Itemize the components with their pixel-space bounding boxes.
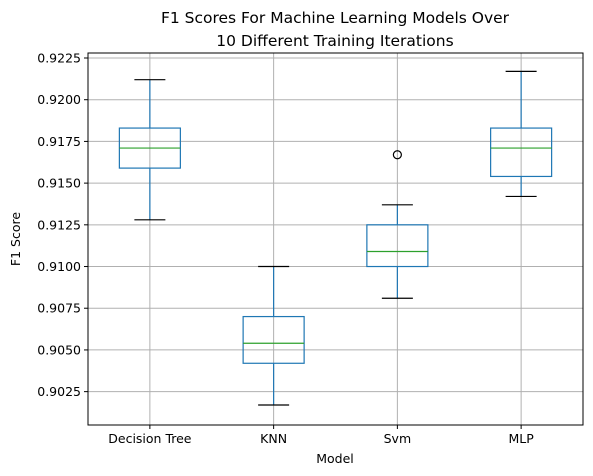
grid [88, 53, 583, 425]
box-svm [366, 150, 429, 299]
y-tick-label: 0.9075 [37, 301, 81, 316]
x-axis-ticks: Decision Tree KNN Svm MLP [108, 425, 534, 446]
plot-frame [87, 52, 584, 426]
y-tick-label: 0.9225 [37, 51, 81, 66]
chart-title-line2: 10 Different Training Iterations [216, 32, 453, 50]
x-tick-label: Svm [384, 431, 412, 446]
box-iqr [490, 127, 553, 178]
x-axis-label: Model [316, 451, 354, 466]
box-iqr [242, 315, 305, 364]
y-axis-label: F1 Score [8, 212, 23, 266]
box-iqr [366, 224, 429, 268]
y-tick-label: 0.9050 [37, 342, 81, 357]
y-tick-label: 0.9125 [37, 217, 81, 232]
x-tick-label: KNN [260, 431, 287, 446]
y-axis-ticks: 0.9025 0.9050 0.9075 0.9100 0.9125 0.9150 0.91… [37, 51, 88, 399]
y-tick-label: 0.9100 [37, 259, 81, 274]
y-tick-label: 0.9200 [37, 92, 81, 107]
y-tick-label: 0.9025 [37, 384, 81, 399]
x-tick-label: MLP [508, 431, 534, 446]
box-decision-tree [118, 79, 181, 221]
boxes [118, 70, 553, 406]
y-tick-label: 0.9150 [37, 176, 81, 191]
box-mlp [490, 70, 553, 198]
y-tick-label: 0.9175 [37, 134, 81, 149]
chart-title-line1: F1 Scores For Machine Learning Models Ov… [161, 9, 510, 27]
outlier-point [392, 150, 402, 160]
x-tick-label: Decision Tree [108, 431, 192, 446]
box-knn [242, 265, 305, 406]
